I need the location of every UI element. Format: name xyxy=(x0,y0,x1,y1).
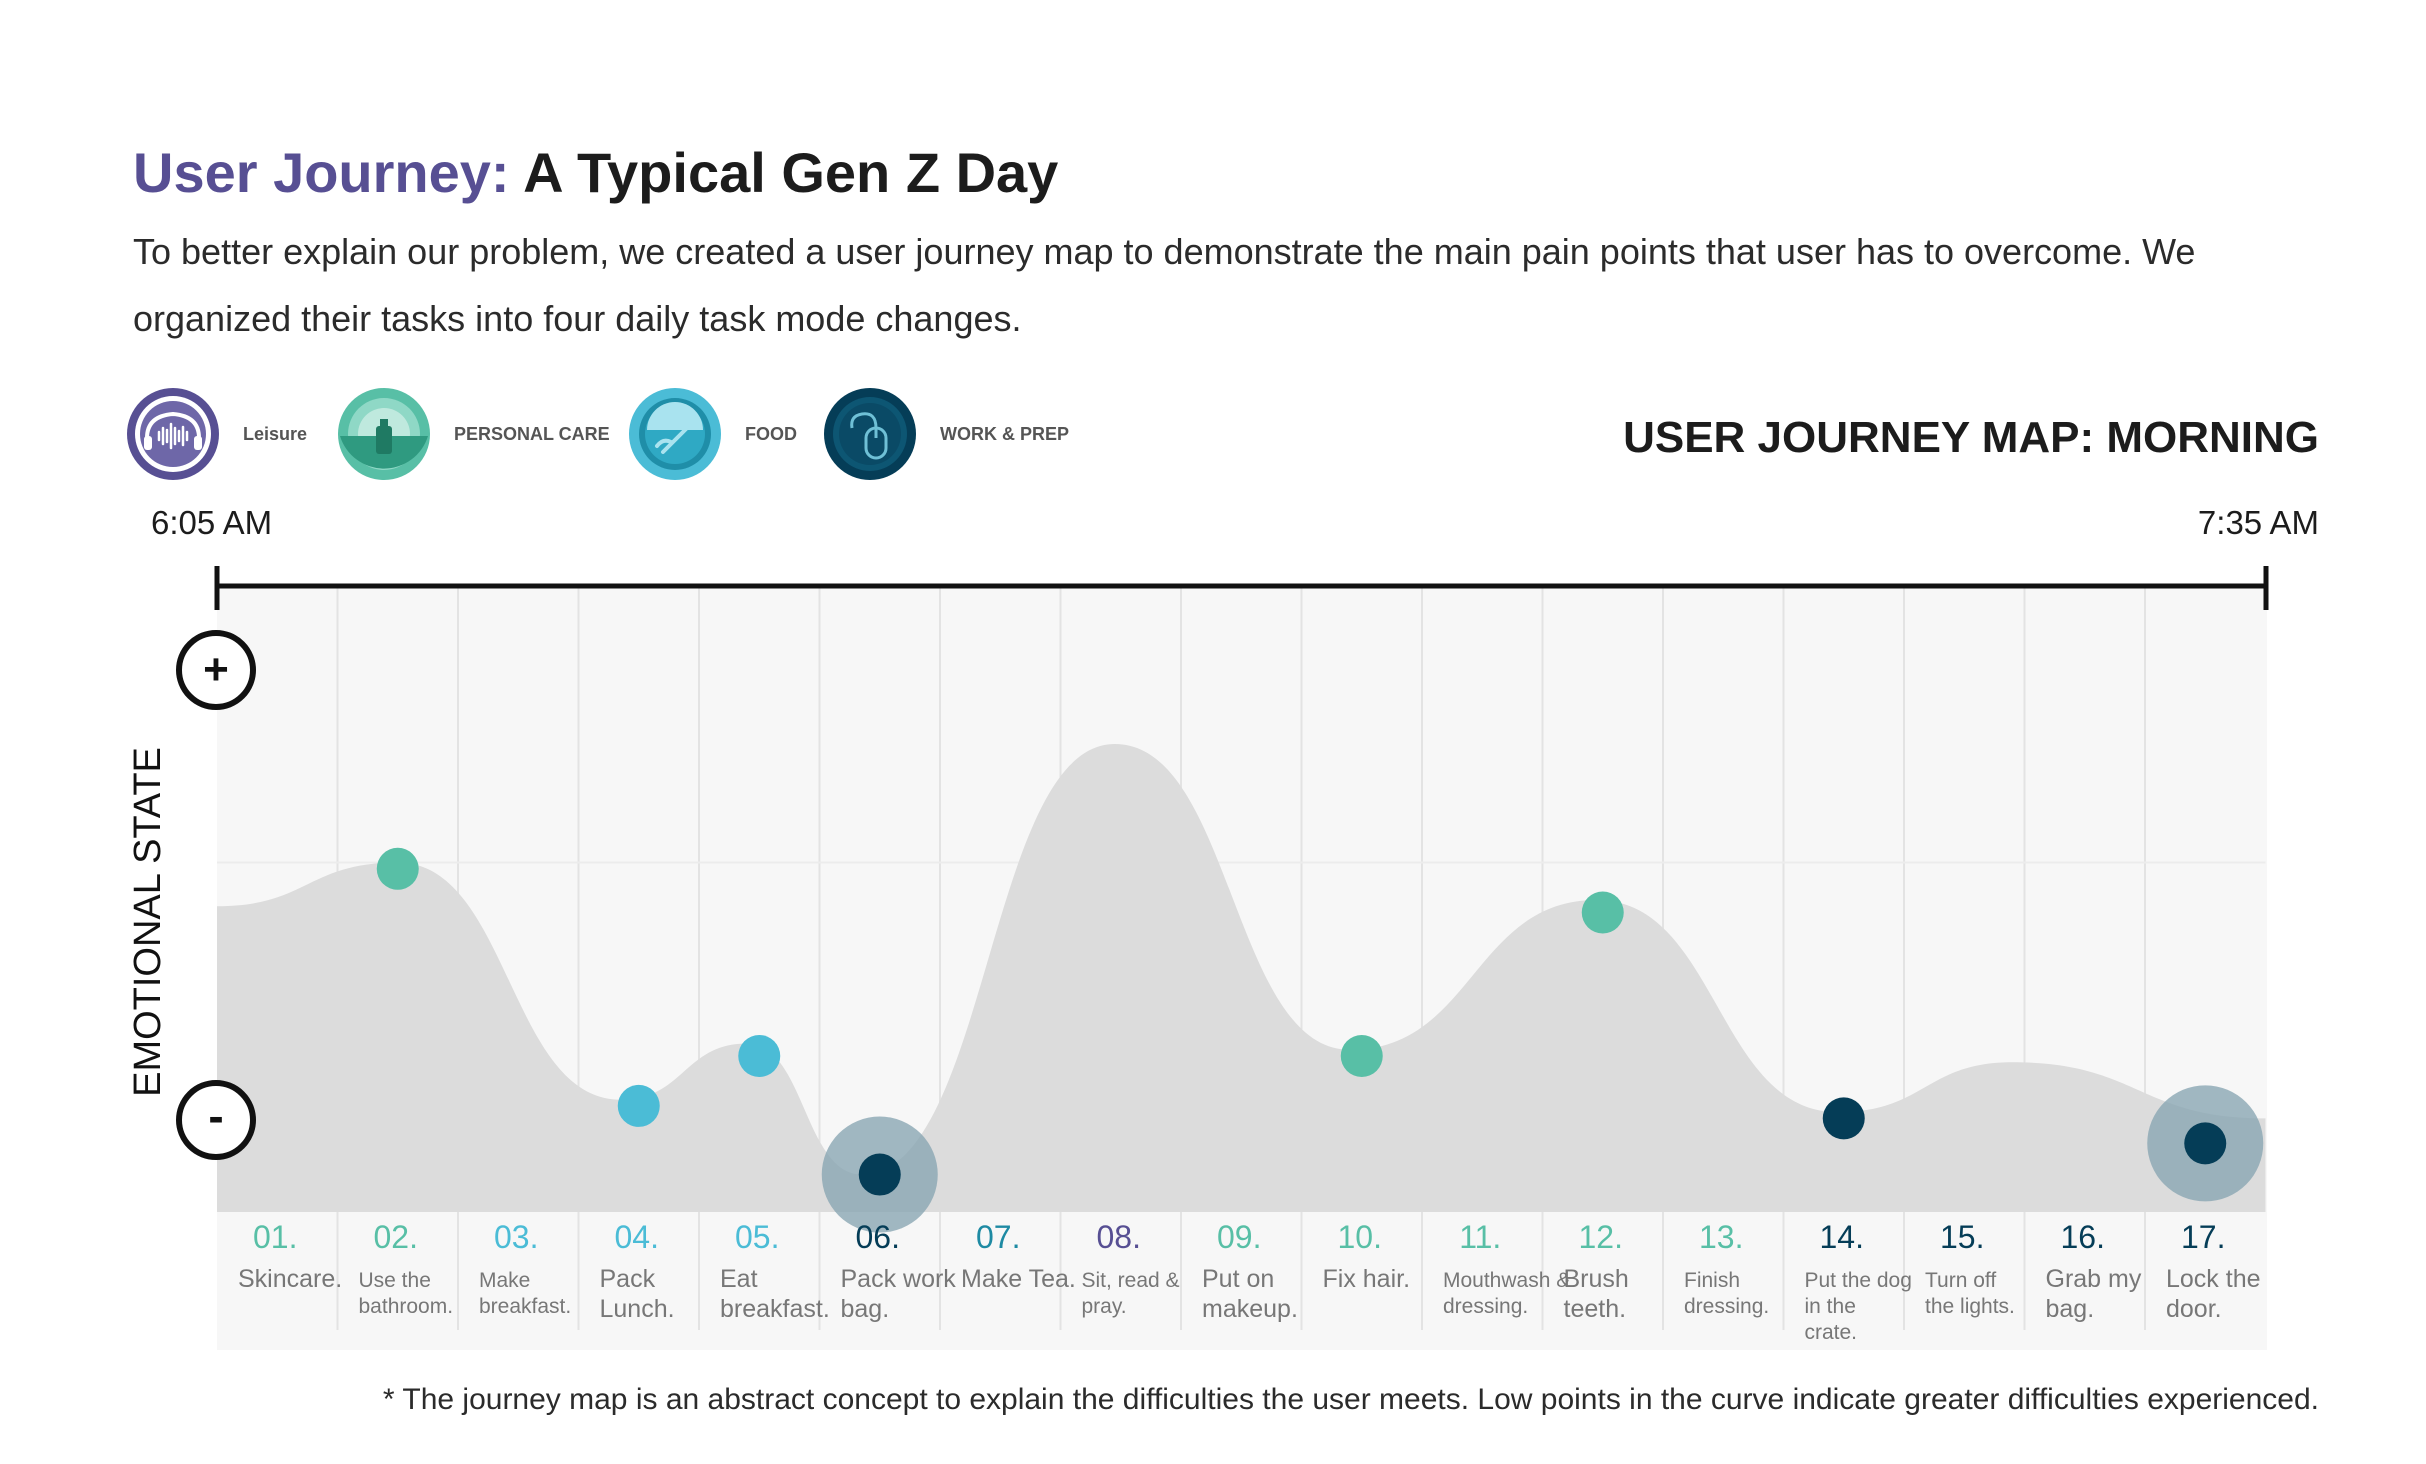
legend-item-work-prep: WORK & PREP xyxy=(822,386,1069,482)
marker-step-6 xyxy=(858,1153,901,1196)
plus-sign: + xyxy=(203,645,229,694)
legend-item-leisure: Leisure xyxy=(125,386,307,482)
y-axis-label: EMOTIONAL STATE xyxy=(127,747,169,1097)
page-title: User Journey: A Typical Gen Z Day xyxy=(133,140,1058,205)
step-label: Fix hair. xyxy=(1323,1265,1411,1293)
marker-step-2 xyxy=(376,847,419,890)
step-label: Grab my bag. xyxy=(2046,1265,2142,1323)
minus-sign: - xyxy=(208,1090,223,1142)
step-label: Make Tea. xyxy=(961,1265,1076,1293)
title-main: A Typical Gen Z Day xyxy=(523,141,1059,204)
step-number: 17. xyxy=(2181,1219,2225,1255)
marker-step-5 xyxy=(738,1035,781,1077)
step-label: Put the dog in the crate. xyxy=(1805,1269,1912,1344)
step-label: Make breakfast. xyxy=(479,1269,571,1318)
step-number: 14. xyxy=(1820,1219,1864,1255)
step-label: Lock the door. xyxy=(2166,1265,2261,1323)
step-label: Sit, read & pray. xyxy=(1082,1269,1180,1318)
legend-label: FOOD xyxy=(745,423,797,444)
marker-step-14 xyxy=(1822,1097,1865,1140)
step-number: 11. xyxy=(1459,1219,1501,1255)
step-label: Pack work bag. xyxy=(841,1265,957,1323)
minus-icon xyxy=(176,1080,256,1160)
soundwave-icon xyxy=(127,388,219,480)
step-number: 04. xyxy=(615,1219,659,1255)
mouse-icon xyxy=(824,388,916,480)
plus-icon xyxy=(176,630,256,710)
step-label: Use the bathroom. xyxy=(359,1269,454,1318)
step-number: 10. xyxy=(1338,1219,1382,1255)
step-labels: 01. Skincare. 02. Use the bathroom. 03. Make br… xyxy=(238,1219,2261,1344)
legend-label: PERSONAL CARE xyxy=(454,423,610,444)
step-number: 08. xyxy=(1097,1219,1141,1255)
step-number: 15. xyxy=(1940,1219,1984,1255)
step-number: 06. xyxy=(856,1219,900,1255)
title-accent: User Journey: xyxy=(133,141,510,204)
marker-step-10 xyxy=(1340,1035,1383,1077)
step-number: 07. xyxy=(976,1219,1020,1255)
step-label: Eat breakfast. xyxy=(720,1265,830,1323)
timeline-end: 7:35 AM xyxy=(2197,504,2319,541)
legend-item-food: FOOD xyxy=(627,386,797,482)
legend-item-personal-care: PERSONAL CARE xyxy=(336,386,610,482)
step-label: Pack Lunch. xyxy=(600,1265,675,1323)
step-number: 02. xyxy=(374,1219,418,1255)
footnote: * The journey map is an abstract concept… xyxy=(382,1383,2319,1416)
step-number: 13. xyxy=(1699,1219,1743,1255)
bottle-icon xyxy=(338,388,430,480)
step-number: 16. xyxy=(2061,1219,2105,1255)
marker-step-4 xyxy=(617,1084,660,1127)
step-label: Brush teeth. xyxy=(1564,1265,1629,1323)
step-number: 01. xyxy=(253,1219,297,1255)
step-number: 09. xyxy=(1217,1219,1261,1255)
step-label: Finish dressing. xyxy=(1684,1269,1769,1318)
marker-step-12 xyxy=(1581,891,1624,934)
step-label: Put on makeup. xyxy=(1202,1265,1298,1323)
step-label: Mouthwash & dressing. xyxy=(1443,1269,1570,1318)
legend-label: Leisure xyxy=(243,423,308,444)
markers xyxy=(376,847,2264,1233)
step-label: Turn off the lights. xyxy=(1925,1269,2015,1318)
chart-title: USER JOURNEY MAP: MORNING xyxy=(1623,413,2319,462)
marker-step-17 xyxy=(2184,1122,2227,1165)
page-description: To better explain our problem, we create… xyxy=(133,231,2196,339)
legend-label: WORK & PREP xyxy=(940,423,1070,444)
step-label: Skincare. xyxy=(238,1265,342,1293)
plate-icon xyxy=(629,388,721,480)
journey-curve xyxy=(217,744,2266,1212)
step-number: 05. xyxy=(735,1219,779,1255)
timeline-start: 6:05 AM xyxy=(151,504,273,541)
step-number: 03. xyxy=(494,1219,538,1255)
step-number: 12. xyxy=(1579,1219,1623,1255)
